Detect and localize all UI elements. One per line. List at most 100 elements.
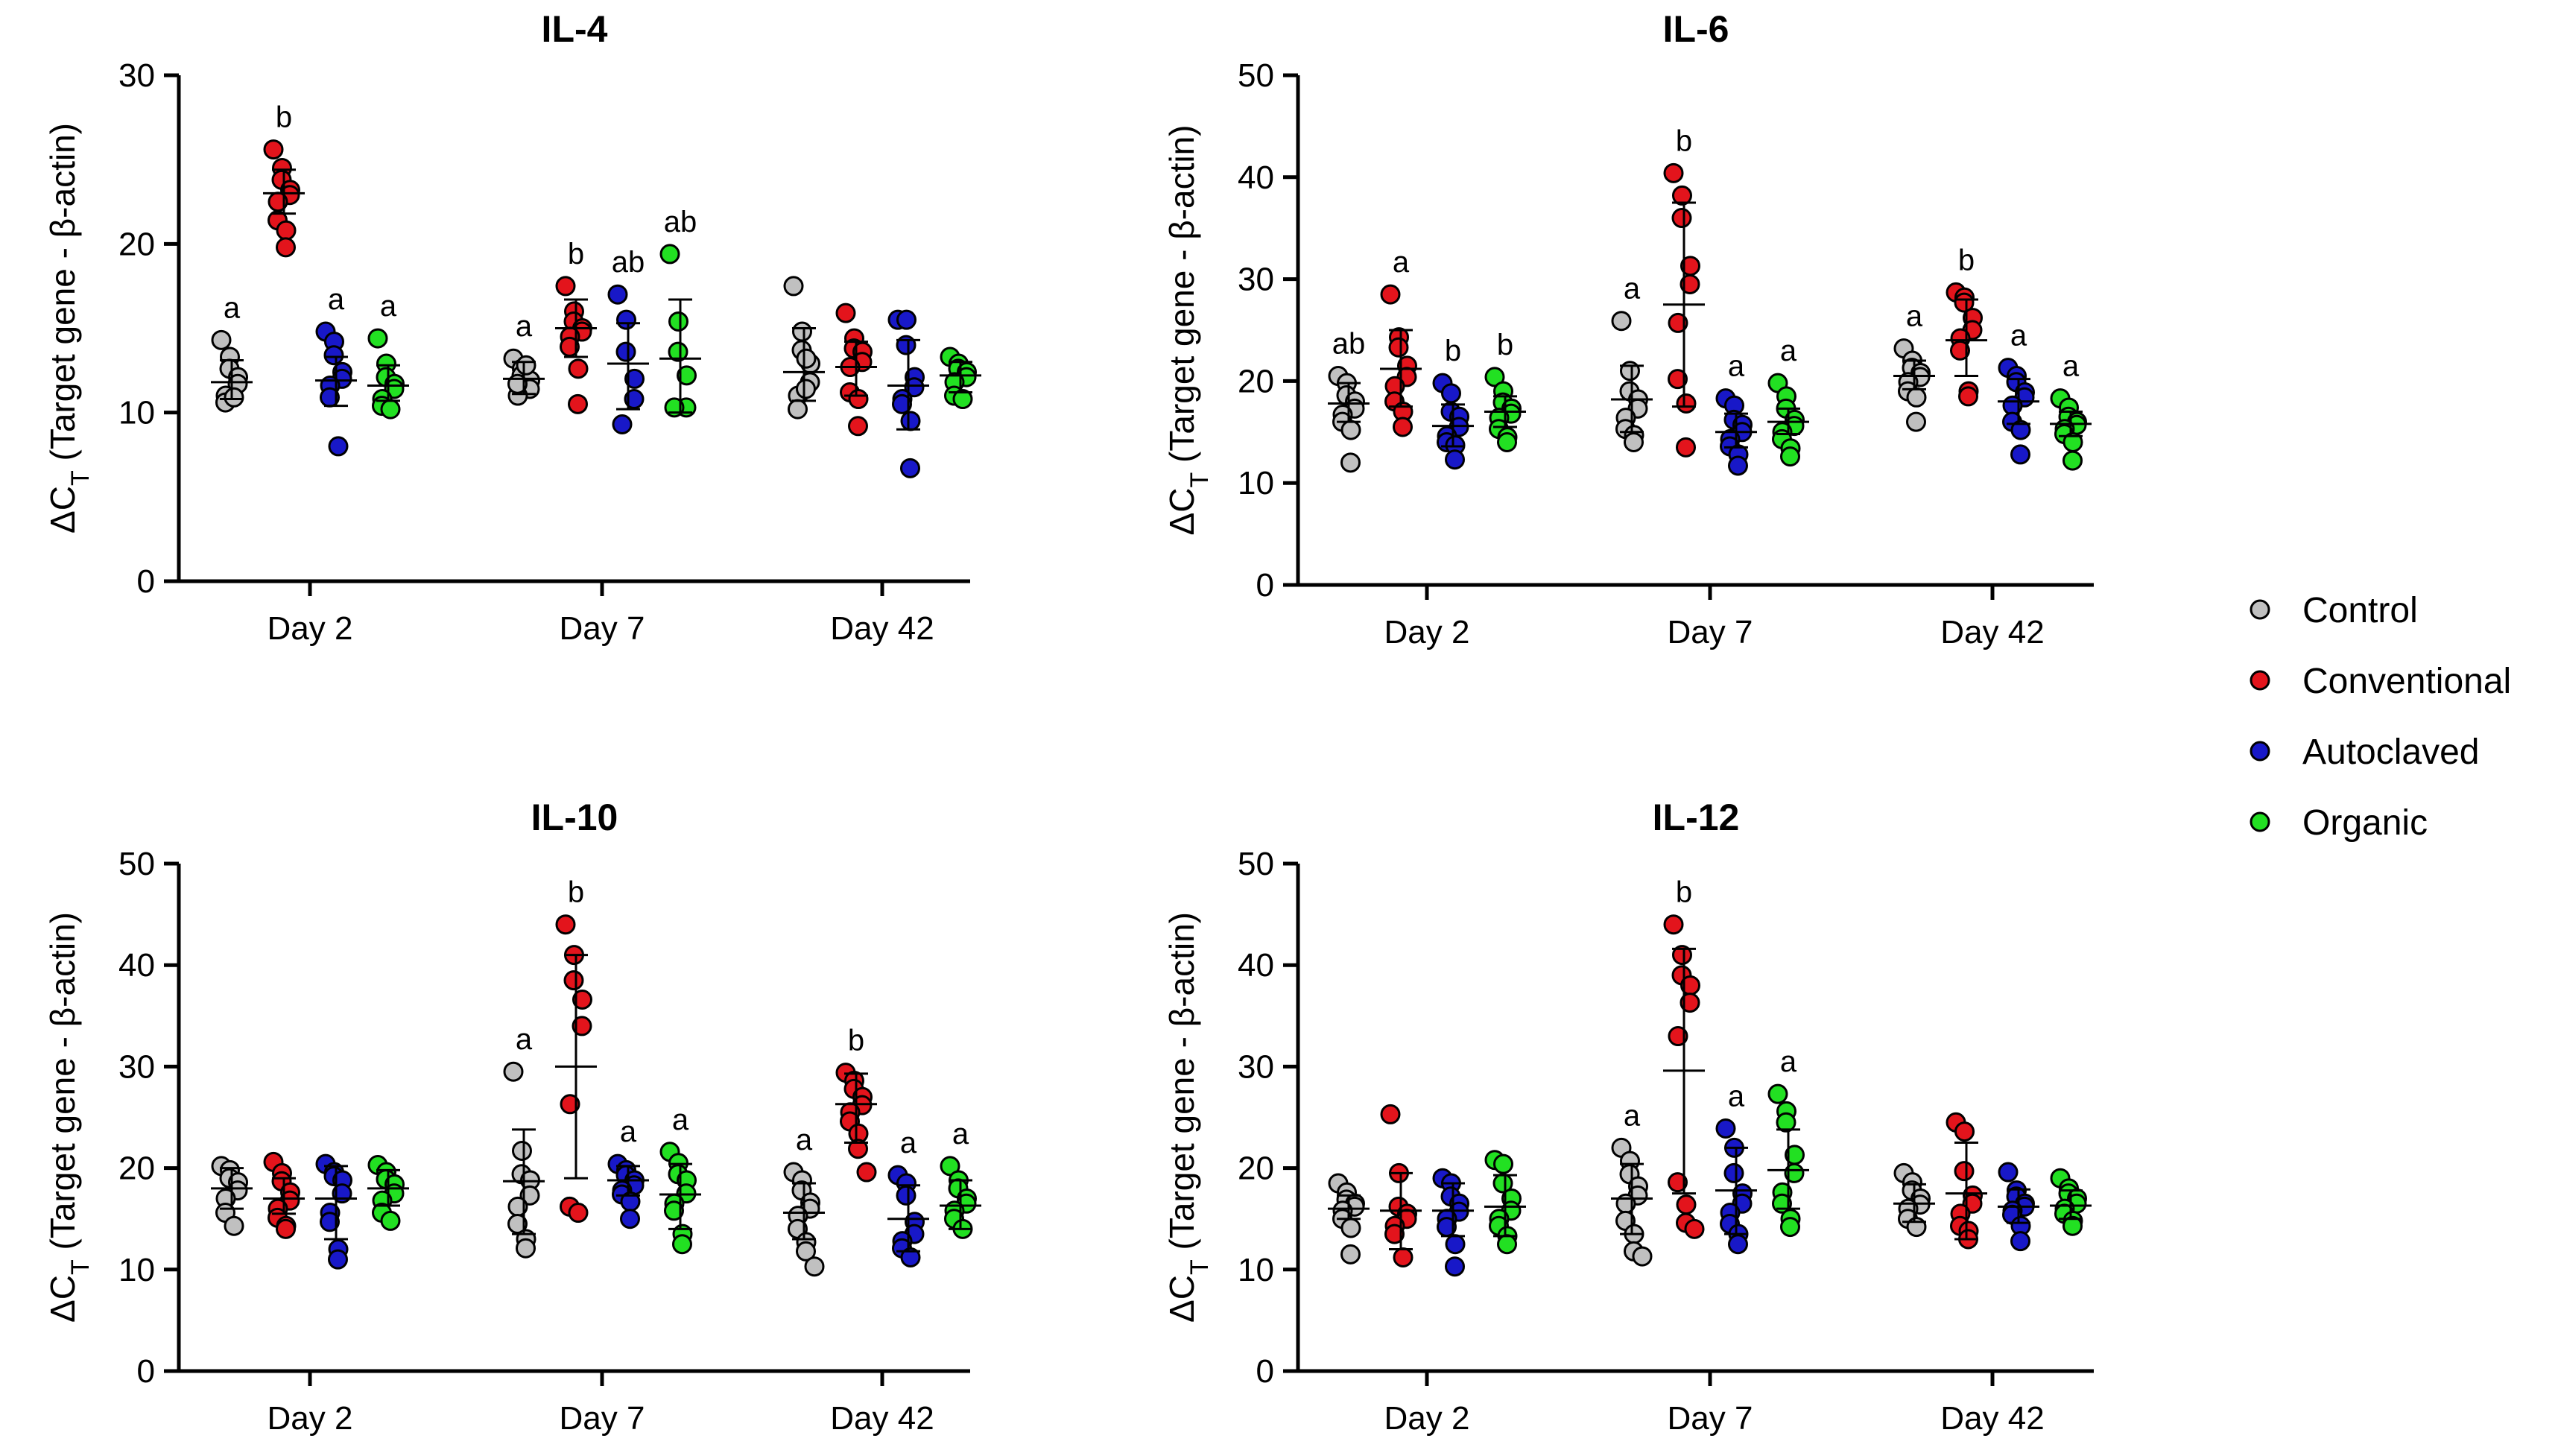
data-point <box>1384 1224 1405 1244</box>
y-axis-label: ΔCT (Target gene - β-actin) <box>43 912 95 1323</box>
series-conventional: a b b <box>1380 124 1987 458</box>
x-tick-label: Day 2 <box>267 1400 353 1437</box>
data-point <box>896 309 916 330</box>
legend-marker-organic <box>2250 811 2270 832</box>
significance-letter: a <box>1780 1045 1797 1078</box>
data-point <box>620 1209 640 1229</box>
legend-label-control: Control <box>2302 591 2418 630</box>
y-tick-label: 30 <box>118 57 155 94</box>
data-point <box>1954 1121 1975 1142</box>
significance-letter: b <box>848 1025 864 1057</box>
data-point <box>380 1210 401 1231</box>
series-autoclaved: a ab <box>315 246 929 478</box>
data-point <box>1611 311 1632 332</box>
data-point <box>568 393 588 414</box>
data-point <box>555 276 576 297</box>
data-point <box>1723 1162 1744 1183</box>
y-tick-label: 0 <box>1256 1353 1274 1390</box>
y-axis-label: ΔCT (Target gene - β-actin) <box>1162 125 1214 536</box>
data-point <box>900 458 920 478</box>
data-point <box>1445 1234 1466 1255</box>
data-point <box>1676 1194 1697 1215</box>
data-point <box>1672 945 1692 966</box>
data-point <box>1663 914 1684 935</box>
y-tick-label: 10 <box>118 1252 155 1288</box>
y-tick-label: 20 <box>118 226 155 262</box>
data-point <box>892 393 912 414</box>
legend-marker-control <box>2250 599 2270 620</box>
data-point <box>507 1214 528 1235</box>
data-point <box>796 379 816 399</box>
data-point <box>615 341 636 362</box>
data-point <box>848 1139 868 1159</box>
data-point <box>612 414 633 435</box>
data-point <box>2010 444 2030 465</box>
y-tick-label: 10 <box>1238 465 1274 501</box>
x-tick-label: Day 42 <box>1940 614 2044 651</box>
data-point <box>1340 1244 1361 1264</box>
data-point <box>1668 1172 1688 1193</box>
y-label-main: ΔC <box>1162 488 1201 536</box>
data-point <box>1497 431 1517 452</box>
data-point <box>1672 185 1692 206</box>
data-point <box>1676 437 1696 458</box>
data-point <box>835 303 856 323</box>
data-point <box>555 914 576 935</box>
data-point <box>796 348 817 369</box>
data-point <box>1380 1104 1401 1124</box>
significance-letter: b <box>276 101 292 134</box>
data-point <box>900 1247 921 1267</box>
significance-letter: a <box>952 1118 969 1150</box>
significance-letter: a <box>1780 335 1797 367</box>
data-point <box>572 990 592 1010</box>
y-axis-label: ΔCT (Target gene - β-actin) <box>43 123 95 534</box>
significance-letter: a <box>620 1115 637 1148</box>
data-point <box>328 436 349 457</box>
panel-il-4: IL-4 0 10 20 30 Day 2 Day 7 Day 42 ΔCT (Target g… <box>43 8 981 647</box>
data-point <box>1776 1112 1796 1133</box>
series-control: aa <box>211 276 825 420</box>
data-point <box>320 1212 340 1232</box>
panel-il-10: IL-10 0 10 20 30 40 50 Day 2 Day 7 Day 42 ΔCT (Tar… <box>43 797 981 1437</box>
significance-letter: a <box>1728 350 1745 383</box>
y-tick-label: 40 <box>118 947 155 984</box>
data-point <box>848 416 868 437</box>
significance-letter: a <box>900 1127 917 1159</box>
y-tick-label: 10 <box>118 395 155 431</box>
panel-title: IL-10 <box>531 797 618 838</box>
y-tick-label: 30 <box>118 1048 155 1085</box>
significance-letter: a <box>1624 1099 1641 1132</box>
data-point <box>1958 386 1978 407</box>
data-point <box>1340 452 1361 473</box>
data-point <box>1728 1234 1748 1255</box>
data-point <box>900 411 921 431</box>
data-point <box>1340 1218 1361 1238</box>
y-label-rest: (Target gene - β-actin) <box>1162 912 1201 1259</box>
x-tick-label: Day 42 <box>830 610 934 647</box>
series-autoclaved: a <box>1432 1080 2039 1277</box>
data-point <box>1441 383 1461 404</box>
y-tick-label: 50 <box>1238 846 1274 882</box>
y-tick-label: 20 <box>118 1150 155 1187</box>
significance-letter: ab <box>664 206 697 238</box>
data-point <box>276 220 297 241</box>
data-point <box>607 284 628 305</box>
legend: Control Conventional Autoclaved Organic <box>2250 591 2511 843</box>
y-label-rest: (Target gene - β-actin) <box>43 912 82 1259</box>
data-point <box>503 1061 524 1082</box>
significance-letter: a <box>1393 246 1410 279</box>
data-point <box>896 1185 916 1206</box>
data-point <box>796 1241 816 1262</box>
y-tick-label: 50 <box>1238 57 1274 94</box>
data-point <box>1393 1247 1413 1267</box>
data-point <box>512 1140 532 1161</box>
data-point <box>1380 284 1401 305</box>
data-point <box>1445 1256 1465 1277</box>
data-point <box>1680 993 1700 1013</box>
y-tick-label: 0 <box>137 563 155 600</box>
series-organic: aab <box>367 206 981 420</box>
data-point <box>1680 273 1700 294</box>
data-point <box>2062 450 2083 471</box>
data-point <box>624 368 645 389</box>
panel-title: IL-4 <box>542 8 608 50</box>
